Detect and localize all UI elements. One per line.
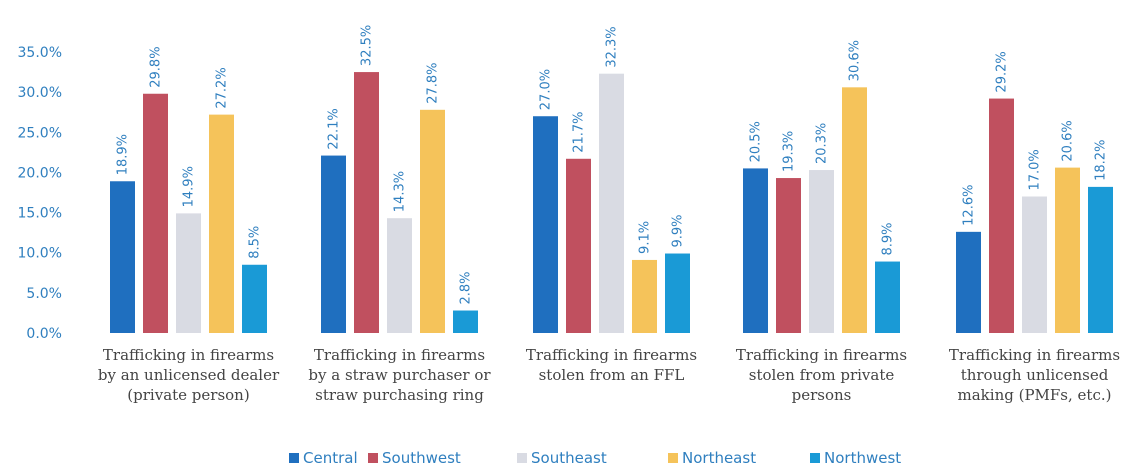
bar-northeast [632, 259, 657, 333]
data-label: 22.1% [327, 108, 342, 149]
legend-item-southeast: Southeast [517, 449, 607, 467]
category-label: straw purchasing ring [315, 386, 484, 404]
data-label: 12.6% [962, 185, 977, 226]
data-label: 14.3% [393, 171, 408, 212]
legend-label: Northwest [824, 449, 901, 467]
data-label: 29.8% [149, 46, 164, 87]
bar-central [321, 155, 346, 333]
bar-southeast [387, 218, 412, 333]
data-label: 17.0% [1028, 149, 1043, 190]
legend: Central Southwest Southeast Northeast Northw… [289, 449, 901, 467]
bar-northeast [842, 87, 867, 333]
bar-central [956, 231, 981, 333]
legend-item-central: Central [289, 449, 358, 467]
data-label: 18.9% [116, 134, 131, 175]
bar-southwest [354, 72, 379, 334]
bar-southwest [143, 93, 168, 334]
data-label: 2.8% [459, 271, 474, 304]
bar-central [533, 116, 558, 333]
legend-swatch [668, 453, 678, 463]
bar-northeast [1055, 167, 1080, 333]
category-labels: Trafficking in firearms by an unlicensed … [98, 346, 1120, 404]
y-tick-label: 5.0% [26, 286, 62, 302]
category-label: Trafficking in firearms [736, 346, 907, 364]
data-label: 27.8% [426, 62, 441, 103]
y-tick-label: 25.0% [18, 125, 62, 141]
y-tick-label: 20.0% [18, 165, 62, 181]
category-label: Trafficking in firearms [949, 346, 1120, 364]
bar-northwest [453, 310, 478, 333]
bar-central [110, 181, 135, 333]
bar-northeast [420, 109, 445, 333]
data-label: 19.3% [782, 131, 797, 172]
bar-southeast [599, 73, 624, 334]
data-label: 27.2% [215, 67, 230, 108]
y-tick-label: 35.0% [18, 45, 62, 61]
legend-label: Southwest [382, 449, 461, 467]
legend-label: Southeast [531, 449, 607, 467]
category-label: by an unlicensed dealer [98, 366, 280, 384]
legend-item-northeast: Northeast [668, 449, 756, 467]
bar-northeast [209, 114, 234, 333]
legend-swatch [368, 453, 378, 463]
bar-southwest [989, 98, 1014, 334]
data-label: 30.6% [848, 40, 863, 81]
data-label: 9.9% [671, 214, 686, 247]
data-label: 20.6% [1061, 120, 1076, 161]
category-label: making (PMFs, etc.) [958, 386, 1112, 404]
category-label: Trafficking in firearms [526, 346, 697, 364]
legend-swatch [289, 453, 299, 463]
data-label: 21.7% [572, 111, 587, 152]
data-label: 32.3% [605, 26, 620, 67]
category-label: through unlicensed [961, 366, 1109, 384]
data-label: 8.9% [881, 223, 896, 256]
category-label: by a straw purchaser or [308, 366, 491, 384]
y-tick-label: 30.0% [18, 85, 62, 101]
bar-southeast [809, 170, 834, 333]
bar-southwest [566, 158, 591, 333]
bar-northwest [1088, 186, 1113, 333]
category-label: Trafficking in firearms [103, 346, 274, 364]
data-label: 27.0% [539, 69, 554, 110]
bar-southeast [1022, 196, 1047, 333]
bar-northwest [242, 264, 267, 333]
legend-label: Northeast [682, 449, 756, 467]
bar-northwest [665, 253, 690, 333]
bar-central [743, 168, 768, 333]
bar-southeast [176, 213, 201, 333]
data-labels: 18.9% 22.1% 27.0% 20.5% 12.6% 29.8% 32.5% 21.7%… [116, 25, 1109, 305]
category-label: Trafficking in firearms [314, 346, 485, 364]
bars [110, 72, 1113, 334]
y-tick-label: 10.0% [18, 246, 62, 262]
data-label: 8.5% [248, 226, 263, 259]
legend-swatch [517, 453, 527, 463]
data-label: 32.5% [360, 25, 375, 66]
bar-northwest [875, 261, 900, 333]
data-label: 14.9% [182, 166, 197, 207]
category-label: persons [792, 386, 852, 404]
y-axis: 0.0% 5.0% 10.0% 15.0% 20.0% 25.0% 30.0% 35.0% [18, 45, 62, 342]
data-label: 9.1% [638, 221, 653, 254]
data-label: 29.2% [995, 51, 1010, 92]
legend-item-southwest: Southwest [368, 449, 461, 467]
legend-swatch [810, 453, 820, 463]
y-tick-label: 15.0% [18, 206, 62, 222]
data-label: 20.3% [815, 123, 830, 164]
legend-label: Central [303, 449, 358, 467]
data-label: 18.2% [1094, 140, 1109, 181]
category-label: stolen from private [749, 366, 895, 384]
bar-southwest [776, 178, 801, 333]
y-tick-label: 0.0% [26, 326, 62, 342]
category-label: stolen from an FFL [539, 366, 685, 384]
category-label: (private person) [127, 386, 249, 404]
data-label: 20.5% [749, 121, 764, 162]
legend-item-northwest: Northwest [810, 449, 901, 467]
